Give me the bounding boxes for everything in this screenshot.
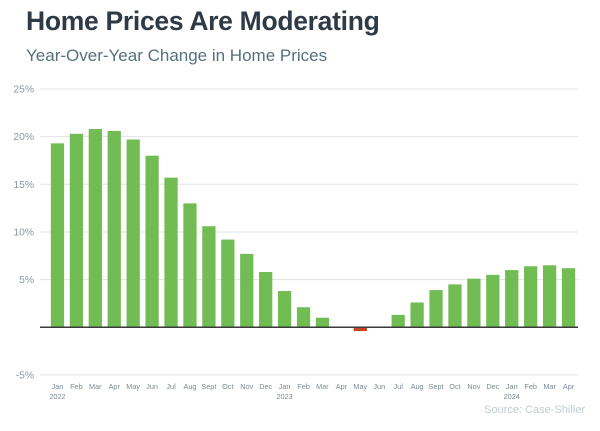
svg-text:May: May	[126, 382, 140, 391]
svg-text:2022: 2022	[49, 392, 65, 401]
svg-text:Jan: Jan	[506, 382, 518, 391]
svg-text:2024: 2024	[504, 392, 520, 401]
svg-text:2023: 2023	[276, 392, 292, 401]
svg-text:Mar: Mar	[316, 382, 329, 391]
svg-text:-5%: -5%	[16, 370, 34, 381]
svg-text:Dec: Dec	[486, 382, 499, 391]
svg-text:Jul: Jul	[394, 382, 404, 391]
svg-text:Aug: Aug	[183, 382, 196, 391]
svg-text:Feb: Feb	[524, 382, 537, 391]
svg-text:Apr: Apr	[109, 382, 121, 391]
svg-text:Jan: Jan	[279, 382, 291, 391]
svg-text:Mar: Mar	[89, 382, 102, 391]
svg-text:20%: 20%	[13, 132, 34, 143]
svg-text:Dec: Dec	[259, 382, 272, 391]
svg-text:Aug: Aug	[411, 382, 424, 391]
svg-text:Apr: Apr	[336, 382, 348, 391]
svg-text:Feb: Feb	[70, 382, 83, 391]
svg-text:Jun: Jun	[146, 382, 158, 391]
svg-text:Nov: Nov	[240, 382, 253, 391]
svg-text:Sept: Sept	[429, 382, 444, 391]
svg-text:May: May	[353, 382, 367, 391]
svg-text:10%: 10%	[13, 227, 34, 238]
svg-text:Jun: Jun	[373, 382, 385, 391]
svg-text:15%: 15%	[13, 180, 34, 191]
svg-text:Jan: Jan	[52, 382, 64, 391]
svg-text:Oct: Oct	[449, 382, 460, 391]
svg-text:Apr: Apr	[563, 382, 575, 391]
svg-text:Oct: Oct	[222, 382, 233, 391]
svg-text:Feb: Feb	[297, 382, 310, 391]
svg-text:25%: 25%	[13, 85, 34, 96]
svg-text:5%: 5%	[19, 275, 34, 286]
svg-text:Nov: Nov	[467, 382, 480, 391]
svg-text:Sept: Sept	[201, 382, 216, 391]
svg-text:Mar: Mar	[543, 382, 556, 391]
svg-text:Jul: Jul	[166, 382, 176, 391]
